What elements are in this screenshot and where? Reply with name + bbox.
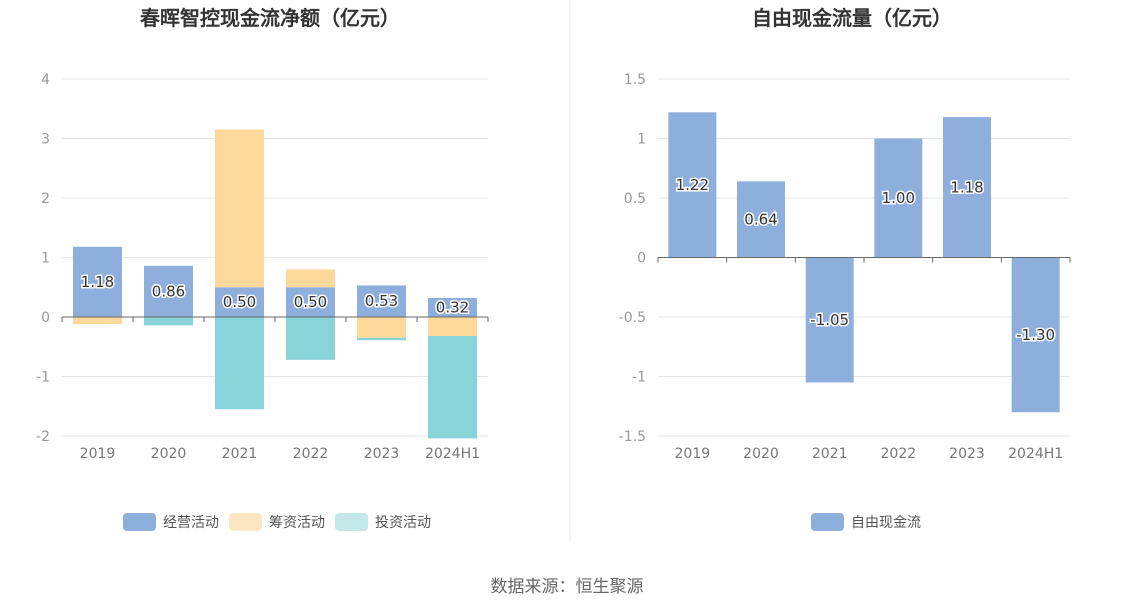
y-tick-label: 1 (41, 251, 50, 267)
legend-item[interactable]: 自由现金流 (811, 513, 921, 531)
x-tick-label: 2019 (675, 446, 711, 462)
y-tick-label: 0.5 (624, 191, 646, 207)
y-tick-label: -0.5 (619, 310, 646, 326)
y-tick-label: 1 (637, 132, 646, 148)
legend-item[interactable]: 投资活动 (335, 513, 431, 531)
bar-经营活动[interactable] (428, 297, 477, 317)
x-tick-label: 2022 (881, 446, 917, 462)
x-tick-label: 2019 (80, 446, 116, 462)
y-tick-label: 1.5 (624, 72, 646, 88)
bar-投资活动[interactable] (215, 317, 264, 410)
y-tick-label: 3 (41, 132, 50, 148)
x-tick-label: 2021 (222, 446, 258, 462)
x-tick-label: 2023 (949, 446, 985, 462)
x-tick-label: 2022 (293, 446, 329, 462)
y-tick-label: 0 (637, 251, 646, 267)
bar-投资活动[interactable] (428, 336, 477, 439)
legend-label: 筹资活动 (269, 514, 325, 531)
free-cash-flow-chart: 自由现金流量（亿元） -1.5 -1 -0.5 0 0.5 1 1.5 1.22 0.64 -1.… (619, 6, 1071, 531)
x-tick-label: 2020 (151, 446, 187, 462)
y-tick-label: 0 (41, 310, 50, 326)
x-tick-label: 2020 (743, 446, 779, 462)
x-tick-label: 2023 (364, 446, 400, 462)
bar-经营活动[interactable] (286, 287, 335, 317)
bar-经营活动[interactable] (357, 285, 406, 317)
data-label: 0.50 (223, 293, 256, 311)
legend-swatch (811, 513, 844, 531)
bar-筹资活动[interactable] (357, 317, 406, 338)
chart-title: 自由现金流量（亿元） (752, 6, 952, 30)
bar-投资活动[interactable] (286, 317, 335, 360)
bar-投资活动[interactable] (357, 337, 406, 341)
cash-flow-chart: 春晖智控现金流净额（亿元） -2 -1 0 1 2 3 4 1.18 0.86 0.50 0.50 0… (36, 6, 489, 531)
bar-经营活动[interactable] (215, 287, 264, 317)
legend-swatch (335, 513, 368, 531)
data-label: 1.22 (676, 176, 709, 194)
data-label: 1.18 (950, 178, 983, 196)
bar-自由现金流[interactable] (737, 181, 785, 258)
y-tick-label: -1.5 (619, 429, 646, 445)
bar-自由现金流[interactable] (943, 117, 991, 258)
bar-自由现金流[interactable] (805, 257, 854, 383)
x-tick-label: 2021 (812, 446, 848, 462)
bar-筹资活动[interactable] (428, 317, 477, 337)
data-label: 0.50 (294, 293, 327, 311)
bar-筹资活动[interactable] (73, 317, 122, 325)
legend-item[interactable]: 筹资活动 (229, 513, 325, 531)
data-label: -1.30 (1016, 326, 1055, 344)
bar-自由现金流[interactable] (1011, 257, 1060, 413)
bar-自由现金流[interactable] (874, 138, 923, 258)
legend-item[interactable]: 经营活动 (123, 513, 219, 531)
data-label: 0.53 (365, 292, 398, 310)
y-tick-label: 4 (41, 72, 50, 88)
data-label: 1.18 (81, 273, 114, 291)
data-label: 0.32 (436, 298, 469, 316)
y-tick-label: -1 (632, 370, 646, 386)
data-label: 1.00 (882, 189, 915, 207)
legend-label: 投资活动 (375, 515, 431, 531)
bar-筹资活动[interactable] (215, 129, 264, 288)
legend-swatch (229, 513, 262, 531)
legend-label: 经营活动 (163, 515, 219, 531)
x-tick-label: 2024H1 (425, 446, 480, 462)
bar-筹资活动[interactable] (286, 269, 335, 288)
bar-经营活动[interactable] (144, 265, 193, 317)
legend-label: 自由现金流 (851, 515, 921, 531)
data-label: 0.64 (744, 210, 777, 228)
bar-投资活动[interactable] (144, 317, 193, 326)
y-tick-label: -1 (36, 370, 50, 386)
source-note: 数据来源：恒生聚源 (491, 577, 644, 597)
x-tick-label: 2024H1 (1008, 446, 1063, 462)
bar-经营活动[interactable] (73, 246, 122, 317)
chart-title: 春晖智控现金流净额（亿元） (139, 6, 400, 30)
y-tick-label: -2 (36, 429, 50, 445)
data-label: -1.05 (810, 311, 849, 329)
bar-自由现金流[interactable] (668, 112, 717, 258)
data-label: 0.86 (152, 282, 185, 300)
y-tick-label: 2 (41, 191, 50, 207)
legend-swatch (123, 513, 156, 531)
